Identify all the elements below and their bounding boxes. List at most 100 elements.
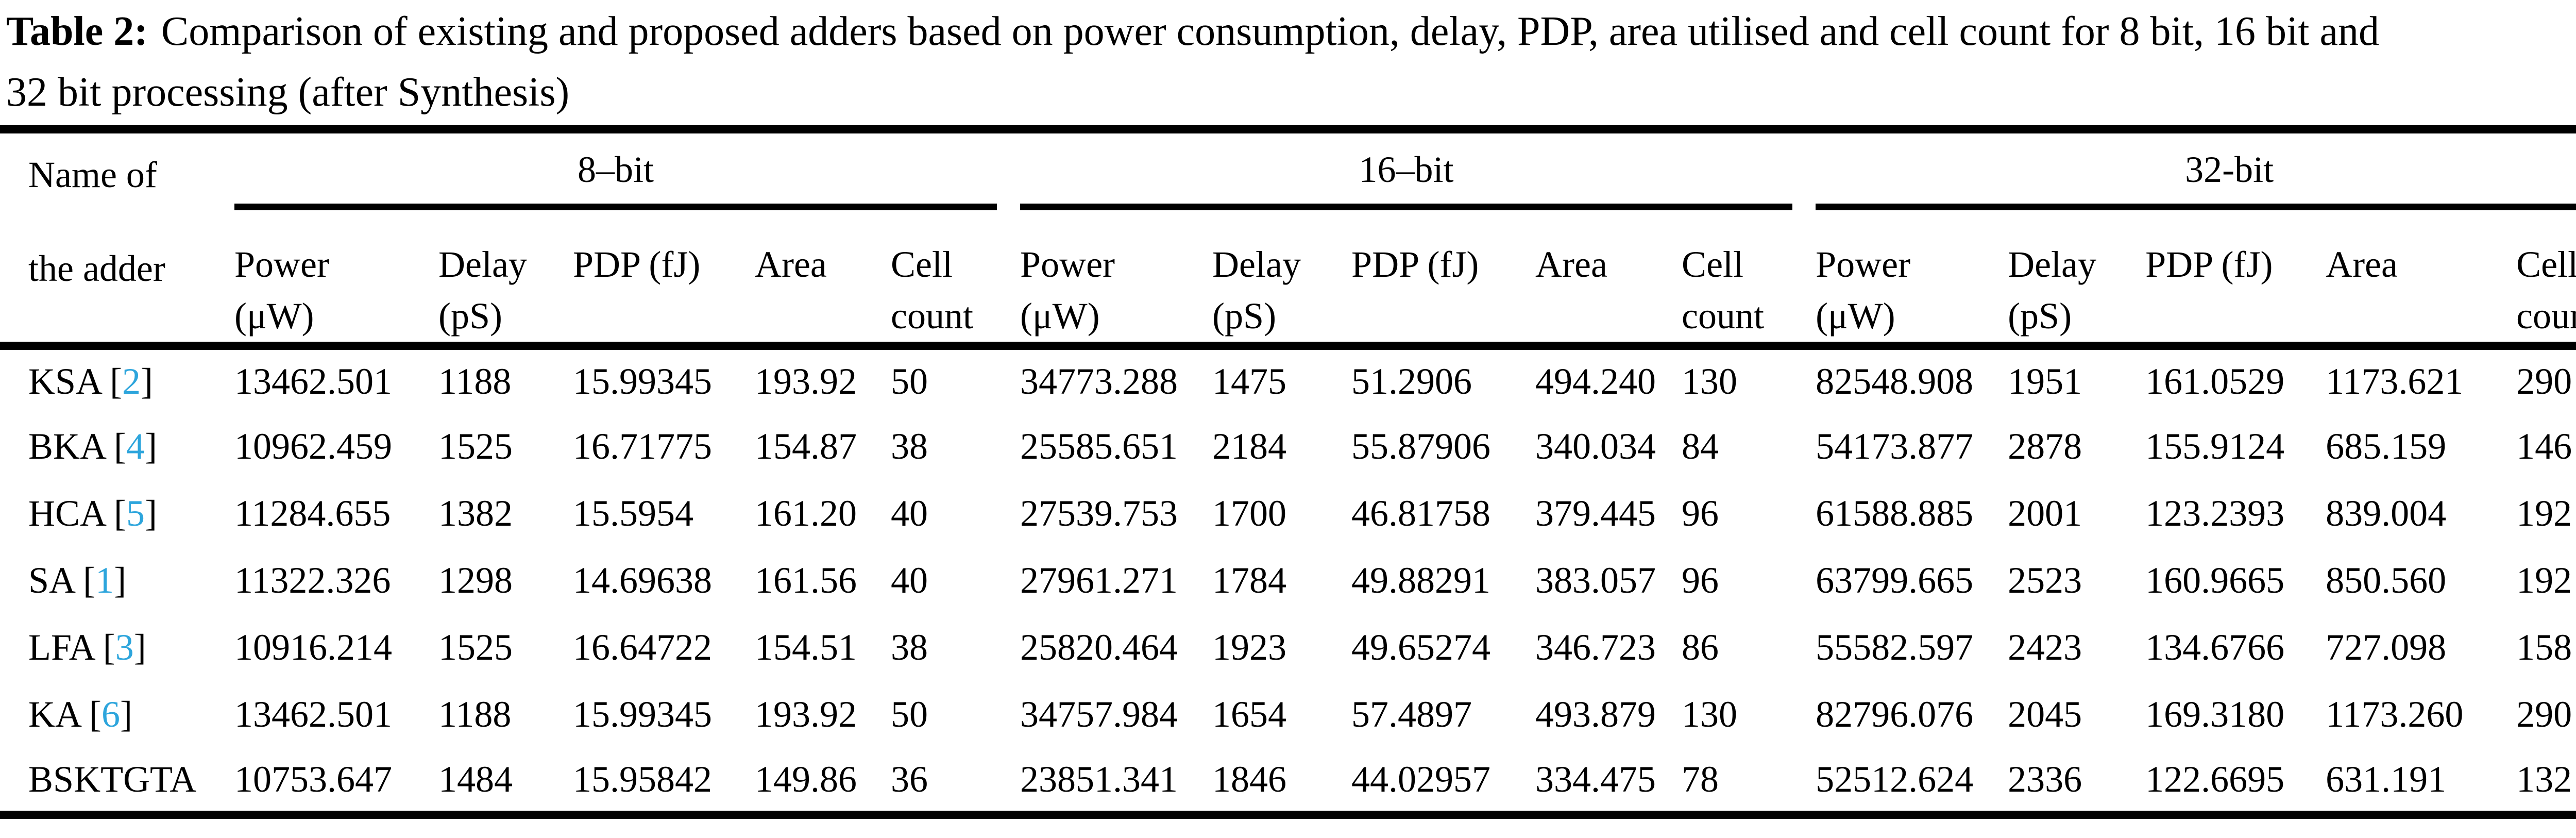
data-cell-power-8bit: 10753.647 bbox=[234, 758, 392, 800]
data-cell-delay-32bit: 2001 bbox=[2008, 492, 2082, 534]
data-cell-delay-32bit: 1951 bbox=[2008, 360, 2082, 402]
table-caption-text-line2: 32 bit processing (after Synthesis) bbox=[6, 70, 570, 115]
data-cell-delay-8bit: 1525 bbox=[438, 626, 513, 668]
citation-ref[interactable]: 6 bbox=[101, 693, 121, 735]
table-row-hca: HCA [5] 11284.655 1382 15.5954 161.20 40 27539… bbox=[0, 480, 2576, 547]
data-cell-delay-32bit: 2423 bbox=[2008, 626, 2082, 668]
data-cell-delay-8bit: 1188 bbox=[438, 693, 512, 735]
data-cell-power-8bit: 13462.501 bbox=[234, 693, 392, 735]
data-cell-area-8bit: 161.56 bbox=[755, 559, 857, 601]
row-label: KSA [2] bbox=[28, 360, 154, 402]
data-cell-power-16bit: 25585.651 bbox=[1020, 425, 1178, 467]
table-row-bsktgta: BSKTGTA 10753.647 1484 15.95842 149.86 36 2385… bbox=[0, 748, 2576, 815]
citation-ref[interactable]: 4 bbox=[126, 425, 145, 467]
adder-name: HCA bbox=[28, 492, 105, 534]
data-cell-delay-8bit: 1484 bbox=[438, 758, 513, 800]
table-caption-label: Table 2: bbox=[6, 9, 148, 54]
row-label: KA [6] bbox=[28, 693, 132, 735]
data-cell-power-32bit: 54173.877 bbox=[1816, 425, 1974, 467]
data-cell-cell-count-16bit: 130 bbox=[1682, 693, 1738, 735]
data-cell-pdp-32bit: 122.6695 bbox=[2145, 758, 2285, 800]
subheader-cell-count-16bit: Cell count bbox=[1682, 212, 1816, 350]
data-cell-power-16bit: 27961.271 bbox=[1020, 559, 1178, 601]
citation-ref[interactable]: 2 bbox=[122, 360, 141, 402]
data-cell-pdp-16bit: 51.2906 bbox=[1351, 360, 1472, 402]
data-cell-cell-count-8bit: 38 bbox=[891, 425, 928, 467]
table-row-ka: KA [6] 13462.501 1188 15.99345 193.92 50 34757… bbox=[0, 681, 2576, 748]
data-cell-area-16bit: 346.723 bbox=[1535, 626, 1656, 668]
data-cell-delay-32bit: 2878 bbox=[2008, 425, 2082, 467]
subheader-area-32bit: Area bbox=[2326, 212, 2517, 350]
table-body: KSA [2] 13462.501 1188 15.99345 193.92 50 3477… bbox=[0, 346, 2576, 815]
data-cell-cell-count-8bit: 40 bbox=[891, 559, 928, 601]
data-cell-pdp-8bit: 15.5954 bbox=[573, 492, 693, 534]
subheader-row: Power (μW) Delay (pS) PDP (fJ) Area Cell count P… bbox=[0, 212, 2576, 350]
data-cell-pdp-8bit: 14.69638 bbox=[573, 559, 712, 601]
data-cell-area-8bit: 154.51 bbox=[755, 626, 857, 668]
subheader-pdp-8bit: PDP (fJ) bbox=[573, 212, 755, 350]
data-cell-pdp-32bit: 134.6766 bbox=[2145, 626, 2285, 668]
data-cell-area-32bit: 631.191 bbox=[2326, 758, 2447, 800]
citation-ref[interactable]: 3 bbox=[115, 626, 134, 668]
data-cell-area-8bit: 154.87 bbox=[755, 425, 857, 467]
row-label: SA [1] bbox=[28, 559, 127, 601]
data-cell-pdp-8bit: 16.71775 bbox=[573, 425, 712, 467]
data-cell-pdp-8bit: 15.99345 bbox=[573, 360, 712, 402]
data-cell-power-32bit: 55582.597 bbox=[1816, 626, 1974, 668]
data-cell-cell-count-32bit: 132 bbox=[2516, 758, 2572, 800]
data-cell-power-16bit: 25820.464 bbox=[1020, 626, 1178, 668]
comparison-table: Name of the adder 8–bit 16–bit 32-bit Po… bbox=[0, 125, 2576, 819]
data-cell-cell-count-16bit: 96 bbox=[1682, 559, 1719, 601]
table-row-ksa: KSA [2] 13462.501 1188 15.99345 193.92 50 3477… bbox=[0, 346, 2576, 413]
data-cell-area-16bit: 334.475 bbox=[1535, 758, 1656, 800]
data-cell-area-32bit: 727.098 bbox=[2326, 626, 2447, 668]
row-label: BKA [4] bbox=[28, 425, 158, 467]
data-cell-area-32bit: 839.004 bbox=[2326, 492, 2447, 534]
adder-name: LFA bbox=[28, 626, 94, 668]
data-cell-pdp-16bit: 49.88291 bbox=[1351, 559, 1491, 601]
data-cell-power-16bit: 34757.984 bbox=[1020, 693, 1178, 735]
data-cell-cell-count-32bit: 290 bbox=[2516, 360, 2572, 402]
data-cell-pdp-32bit: 161.0529 bbox=[2145, 360, 2285, 402]
data-cell-area-8bit: 193.92 bbox=[755, 693, 857, 735]
data-cell-cell-count-16bit: 84 bbox=[1682, 425, 1719, 467]
data-cell-cell-count-32bit: 192 bbox=[2516, 559, 2572, 601]
data-cell-area-16bit: 383.057 bbox=[1535, 559, 1656, 601]
data-cell-delay-16bit: 1784 bbox=[1212, 559, 1287, 601]
data-cell-power-8bit: 11284.655 bbox=[234, 492, 391, 534]
citation-ref[interactable]: 1 bbox=[95, 559, 114, 601]
data-cell-delay-32bit: 2523 bbox=[2008, 559, 2082, 601]
subheader-area-16bit: Area bbox=[1535, 212, 1682, 350]
data-cell-power-8bit: 11322.326 bbox=[234, 559, 391, 601]
data-cell-area-8bit: 193.92 bbox=[755, 360, 857, 402]
group-header-32bit-label: 32-bit bbox=[2185, 149, 2274, 190]
column-header-name: Name of the adder bbox=[0, 129, 234, 350]
subheader-delay-32bit: Delay (pS) bbox=[2008, 212, 2146, 350]
data-cell-cell-count-8bit: 36 bbox=[891, 758, 928, 800]
data-cell-power-32bit: 61588.885 bbox=[1816, 492, 1974, 534]
data-cell-power-8bit: 13462.501 bbox=[234, 360, 392, 402]
column-header-name-line2: the adder bbox=[28, 248, 165, 289]
table-caption-text-line1: Comparison of existing and proposed adde… bbox=[161, 9, 2379, 54]
data-cell-cell-count-8bit: 38 bbox=[891, 626, 928, 668]
data-cell-area-16bit: 494.240 bbox=[1535, 360, 1656, 402]
data-cell-delay-8bit: 1525 bbox=[438, 425, 513, 467]
data-cell-power-32bit: 52512.624 bbox=[1816, 758, 1974, 800]
data-cell-delay-16bit: 1654 bbox=[1212, 693, 1287, 735]
data-cell-cell-count-16bit: 86 bbox=[1682, 626, 1719, 668]
row-label: BSKTGTA bbox=[0, 748, 234, 815]
data-cell-cell-count-32bit: 290 bbox=[2516, 693, 2572, 735]
group-header-16bit-label: 16–bit bbox=[1359, 149, 1454, 190]
data-cell-delay-8bit: 1188 bbox=[438, 360, 512, 402]
data-cell-delay-16bit: 1475 bbox=[1212, 360, 1287, 402]
data-cell-pdp-16bit: 44.02957 bbox=[1351, 758, 1491, 800]
subheader-area-8bit: Area bbox=[755, 212, 891, 350]
citation-ref[interactable]: 5 bbox=[126, 492, 145, 534]
adder-name: KSA bbox=[28, 360, 101, 402]
data-cell-pdp-8bit: 16.64722 bbox=[573, 626, 712, 668]
data-cell-area-32bit: 1173.260 bbox=[2326, 693, 2464, 735]
subheader-delay-8bit: Delay (pS) bbox=[438, 212, 573, 350]
data-cell-cell-count-8bit: 50 bbox=[891, 360, 928, 402]
column-header-name-line1: Name of bbox=[28, 154, 157, 195]
